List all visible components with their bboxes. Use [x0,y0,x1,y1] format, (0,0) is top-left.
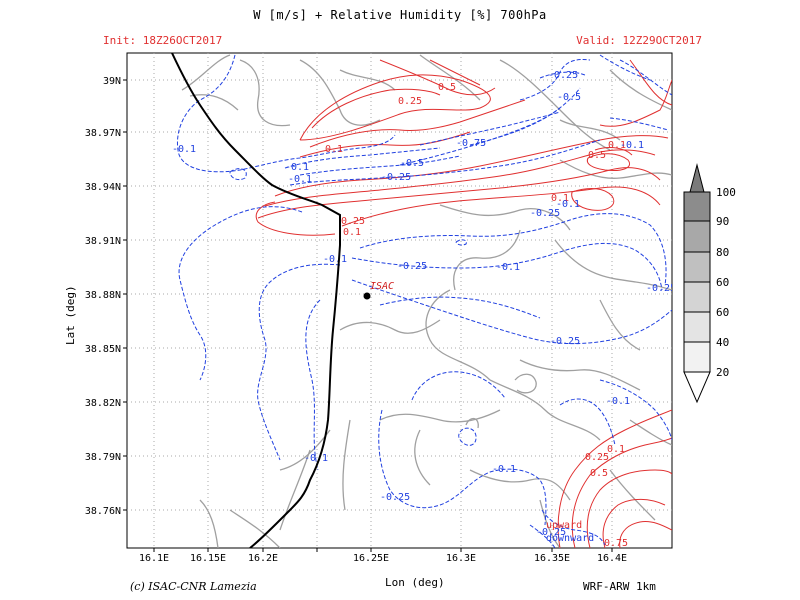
negative-w-contours [176,54,672,548]
colorbar-label: 60 [716,276,729,289]
y-tick-label: 38.82N [85,398,121,409]
y-tick-label: 38.79N [85,452,121,463]
colorbar-label: 60 [716,306,729,319]
y-tick-label: 38.85N [85,344,121,355]
isac-station-label: ISAC [370,281,394,292]
contour-label: -0.25 [550,336,580,347]
contour-label: -0.25 [536,527,566,538]
y-tick-label: 38.94N [85,182,121,193]
contour-label: -0.1 [172,144,196,155]
model-label: WRF-ARW 1km [583,580,656,593]
contour-label: 0.25 [341,216,365,227]
colorbar-box [683,251,711,283]
init-time-label: Init: 18Z26OCT2017 [103,34,223,47]
colorbar-top-arrow [689,163,705,193]
colorbar-label: 100 [716,186,736,199]
y-tick-labels: 38.76N 38.79N 38.82N 38.85N 38.88N 38.91… [85,76,121,517]
contour-label: 0.25 [398,96,422,107]
colorbar-label: 20 [716,366,729,379]
x-tick-label: 16.2E [248,553,278,564]
x-axis-label: Lon (deg) [385,576,445,589]
contour-label: -0.1 [496,262,520,273]
colorbar-box [683,191,711,222]
x-tick-label: 16.1E [139,553,169,564]
relative-humidity-colorbar: 100 90 80 60 40 20 60 [683,163,736,404]
map-title: W [m/s] + Relative Humidity [%] 700hPa [253,8,547,22]
x-tick-label: 16.25E [353,553,389,564]
contour-label: -0.1 [606,396,630,407]
coastline [171,53,341,548]
contour-label: -0.5 [400,158,424,169]
x-tick-labels: 16.1E 16.15E 16.2E 16.25E 16.3E 16.35E 1… [139,553,627,564]
colorbar-label: 90 [716,215,729,228]
x-tick-label: 16.35E [534,553,570,564]
contour-label: -0.1 [620,140,644,151]
y-tick-label: 38.91N [85,236,121,247]
contour-label: 0.75 [604,538,628,549]
y-tick-label: 38.76N [85,506,121,517]
x-tick-label: 16.4E [597,553,627,564]
colorbar-box [683,311,711,343]
contour-label: -0.1 [288,174,312,185]
positive-w-contours [255,59,672,548]
grid-lines [127,53,672,548]
terrain-lines [181,54,672,548]
colorbar-box [683,220,711,253]
colorbar-label: 80 [716,246,729,259]
contour-label: -0.1 [304,453,328,464]
contour-label: 0.1 [551,193,569,204]
colorbar-box [683,341,711,373]
contour-label: 0.1 [608,140,626,151]
positive-contour-labels: 0.5 0.25 0.1 0.5 0.1 0.25 0.1 0.1 0.1 0.… [325,82,628,549]
colorbar-bottom-arrow [683,371,711,404]
upward-label: upward [546,520,582,531]
contour-label: 0.25 [585,452,609,463]
isac-station-marker [363,292,371,300]
x-tick-label: 16.3E [446,553,476,564]
y-tick-label: 38.88N [85,290,121,301]
contour-label: -0.5 [557,92,581,103]
contour-label: 0.1 [325,144,343,155]
contour-label: 0.5 [438,82,456,93]
contour-label: -0.75 [456,138,486,149]
negative-contour-labels: -0.25 -0.5 -0.1 -0.1 -0.1 -0.5 -0.75 -0.… [172,70,676,538]
contour-label: 0.5 [590,468,608,479]
colorbar-label: 40 [716,336,729,349]
y-tick-label: 38.97N [85,128,121,139]
contour-label: -0.25 [530,208,560,219]
contour-label: -0.1 [492,464,516,475]
contour-label: -0.1 [556,199,580,210]
valid-time-label: Valid: 12Z29OCT2017 [576,34,702,47]
x-tick-label: 16.15E [190,553,226,564]
contour-label: -0.1 [323,254,347,265]
contour-label: -0.25 [646,283,676,294]
colorbar-box [683,281,711,313]
contour-label: -0.25 [381,172,411,183]
y-tick-label: 39N [103,76,121,87]
downward-label: downward [546,533,594,544]
contour-label: 0.1 [343,227,361,238]
contour-label: 0.1 [607,444,625,455]
contour-label: -0.25 [397,261,427,272]
contour-label: -0.25 [380,492,410,503]
credit-label: (c) ISAC-CNR Lamezia [130,580,257,593]
contour-label: 0.5 [588,150,606,161]
axis-ticks [123,79,613,552]
contour-label: -0.1 [285,162,309,173]
contour-label: -0.25 [548,70,578,81]
y-axis-label: Lat (deg) [64,285,77,345]
